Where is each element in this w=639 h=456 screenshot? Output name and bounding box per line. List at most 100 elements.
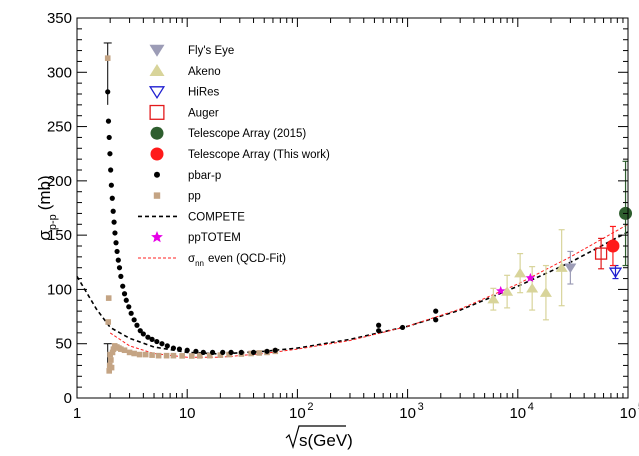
data-point <box>555 262 568 272</box>
legend-label: Auger <box>188 107 219 119</box>
data-point <box>116 265 123 271</box>
data-point <box>128 310 134 316</box>
data-point <box>149 336 155 342</box>
data-point <box>163 352 170 359</box>
data-point <box>188 353 195 359</box>
tick-marks <box>76 17 629 399</box>
error-bars <box>103 42 629 366</box>
data-point <box>108 182 114 188</box>
data-point <box>109 349 116 356</box>
data-point <box>272 347 278 353</box>
legend-marker <box>154 171 160 178</box>
plot-frame <box>76 17 629 399</box>
data-point <box>248 350 254 357</box>
data-point <box>131 317 137 323</box>
y-tick-label: 300 <box>47 64 72 81</box>
data-point <box>155 352 162 359</box>
x-tick-label: 1 <box>73 405 81 422</box>
data-point <box>193 348 199 354</box>
data-point <box>149 352 155 358</box>
data-point <box>118 273 124 279</box>
x-tick-exponent: 4 <box>528 401 534 413</box>
data-point <box>200 349 206 355</box>
axes <box>76 17 629 399</box>
data-point <box>170 345 177 351</box>
x-axis-label: s(GeV) <box>299 431 353 450</box>
data-point <box>196 353 203 359</box>
data-point <box>108 364 115 371</box>
y-tick-label: 350 <box>47 10 72 27</box>
data-point <box>113 240 119 246</box>
x-tick-label: 10 <box>289 405 306 422</box>
data-point <box>137 328 143 334</box>
legend-marker <box>149 64 165 77</box>
data-point <box>121 347 128 354</box>
tick-labels: 110102103104105050100150200250300350 <box>47 10 639 422</box>
data-point <box>250 349 257 355</box>
data-point <box>487 293 500 304</box>
data-point <box>238 349 244 355</box>
data-point <box>514 267 527 278</box>
data-point <box>120 283 126 289</box>
data-point <box>109 195 115 201</box>
data-point <box>220 349 226 355</box>
x-tick-label: 10 <box>620 405 637 422</box>
data-point <box>115 257 121 263</box>
data-point <box>131 350 137 357</box>
data-point <box>126 304 132 310</box>
y-tick-label: 100 <box>47 281 72 298</box>
data-point <box>179 353 185 359</box>
data-point <box>118 346 124 352</box>
data-point <box>184 347 190 353</box>
x-tick-label: 10 <box>509 405 526 422</box>
data-point <box>140 331 146 337</box>
data-point <box>264 348 270 354</box>
data-point <box>105 319 112 325</box>
data-point <box>228 349 234 355</box>
data-point <box>121 291 128 297</box>
data-point <box>108 357 114 363</box>
data-point <box>564 263 577 274</box>
data-point <box>539 287 552 297</box>
data-point <box>136 351 143 358</box>
data-point <box>108 167 114 173</box>
data-point <box>525 272 536 282</box>
legend-marker <box>151 231 163 243</box>
data-point <box>104 55 111 61</box>
data-point <box>433 308 439 314</box>
sqrt-symbol <box>285 425 346 450</box>
legend-label: Telescope Array (2015) <box>188 128 306 140</box>
data-point <box>111 219 117 225</box>
data-point <box>105 118 112 124</box>
legend-label: Akeno <box>188 66 221 78</box>
data-point <box>134 322 140 328</box>
data-point <box>110 346 117 352</box>
data-point <box>206 352 213 359</box>
data-point <box>217 352 224 358</box>
data-point <box>142 351 149 358</box>
legend-label: Fly's Eye <box>188 45 234 57</box>
data-point <box>608 267 623 279</box>
x-tick-exponent: 2 <box>307 401 313 413</box>
legend-marker <box>153 192 161 199</box>
data-point <box>399 324 406 331</box>
legend-marker <box>148 86 166 100</box>
qcd-fit-curve <box>109 223 629 358</box>
x-tick-label: 10 <box>179 405 196 422</box>
data-point <box>170 352 177 359</box>
data-point <box>114 248 120 255</box>
legend-label: COMPETE <box>188 211 245 223</box>
y-tick-label: 200 <box>47 173 72 190</box>
data-point <box>106 134 112 141</box>
data-point <box>105 295 112 301</box>
legend-marker <box>149 104 165 120</box>
y-tick-label: 0 <box>64 390 72 407</box>
legend-marker <box>149 44 165 57</box>
data-point <box>226 351 232 358</box>
data-point <box>376 322 382 328</box>
data-point <box>110 208 116 214</box>
data-markers <box>104 55 633 374</box>
legend-marker <box>150 147 164 161</box>
data-point <box>106 368 113 374</box>
